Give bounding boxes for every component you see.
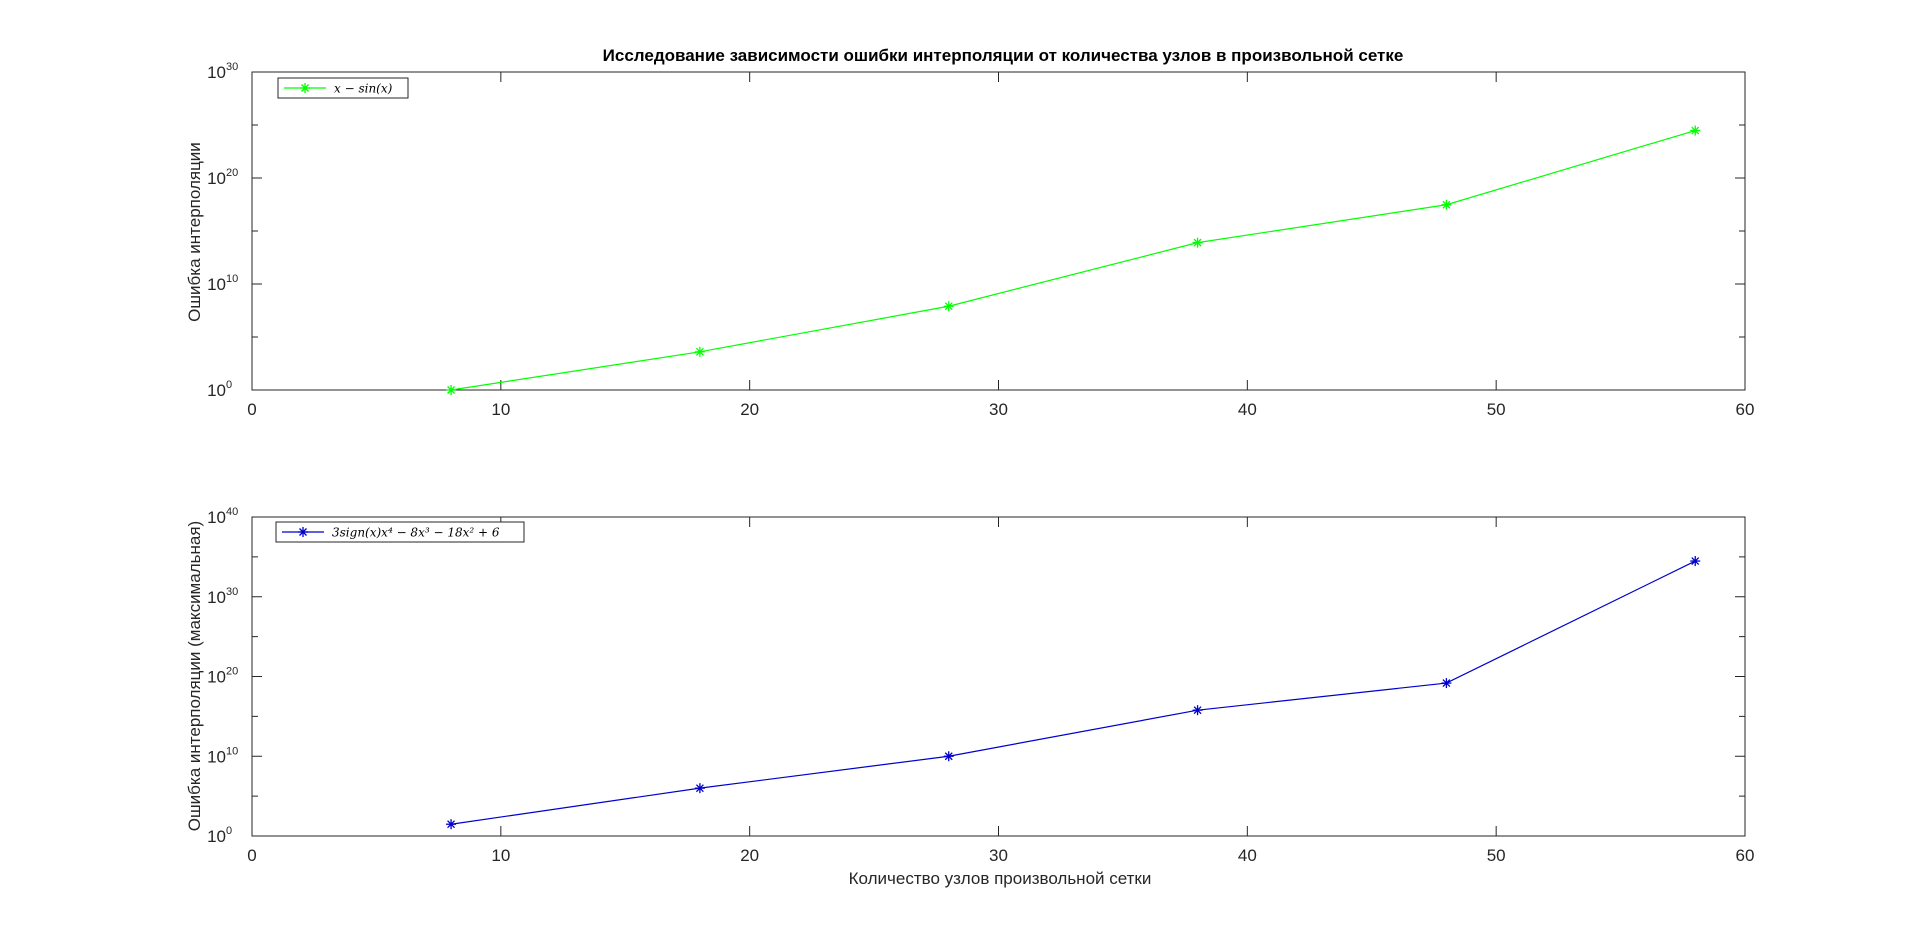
series-line: [450, 129, 1696, 391]
y-tick-base: 10: [207, 668, 226, 687]
legend-box: [275, 521, 525, 543]
y-tick-label: 10: [207, 668, 226, 687]
data-point: [1690, 556, 1701, 567]
legend: 3sign(x)x⁴ − 8x³ − 18x² + 6: [275, 521, 525, 543]
y-tick-label: 10: [207, 169, 226, 188]
data-point: [1441, 199, 1452, 210]
y-tick-exponent: 0: [226, 379, 232, 391]
x-tick-label: 0: [247, 846, 256, 865]
legend-box: [277, 77, 409, 99]
y-tick-label: 10: [207, 588, 226, 607]
y-tick-base: 10: [207, 747, 226, 766]
y-tick-base: 10: [207, 275, 226, 294]
x-tick-label: 30: [989, 400, 1008, 419]
legend-marker: [300, 83, 310, 93]
data-point: [1690, 125, 1701, 136]
x-tick-label: 40: [1238, 846, 1257, 865]
y-tick-base: 10: [207, 827, 226, 846]
x-tick-label: 20: [740, 400, 759, 419]
y-tick-label: 10: [207, 508, 226, 527]
y-tick-exponent: 30: [226, 61, 238, 73]
top-y-axis-label: Ошибка интерполяции: [185, 142, 204, 322]
x-tick-label: 0: [247, 400, 256, 419]
y-tick-exponent: 20: [226, 167, 238, 179]
y-tick-exponent: 0: [226, 825, 232, 837]
y-tick-label: 10: [207, 747, 226, 766]
y-tick-exponent: 10: [226, 745, 238, 757]
chart-title: Исследование зависимости ошибки интерпол…: [603, 46, 1404, 65]
data-point: [446, 385, 457, 395]
data-point: [943, 301, 954, 312]
x-tick-label: 10: [491, 400, 510, 419]
data-point: [694, 346, 705, 357]
bottom-x-axis-label: Количество узлов произвольной сетки: [849, 869, 1152, 888]
y-tick-exponent: 40: [226, 506, 238, 518]
bottom-y-axis-label: Ошибка интерполяции (максимальная): [185, 521, 204, 831]
data-point: [1192, 237, 1203, 248]
y-tick-label: 10: [207, 275, 226, 294]
x-tick-label: 10: [491, 846, 510, 865]
data-point: [446, 819, 457, 830]
x-tick-label: 20: [740, 846, 759, 865]
y-tick-exponent: 20: [226, 666, 238, 678]
series-line: [450, 560, 1696, 825]
y-tick-exponent: 30: [226, 586, 238, 598]
x-tick-label: 30: [989, 846, 1008, 865]
y-tick-base: 10: [207, 381, 226, 400]
y-tick-base: 10: [207, 588, 226, 607]
x-tick-label: 40: [1238, 400, 1257, 419]
x-tick-label: 50: [1487, 846, 1506, 865]
legend-marker: [298, 527, 308, 537]
y-tick-exponent: 10: [226, 273, 238, 285]
y-tick-base: 10: [207, 508, 226, 527]
data-point: [1441, 678, 1452, 689]
y-tick-label: 10: [207, 381, 226, 400]
x-tick-label: 50: [1487, 400, 1506, 419]
x-tick-label: 60: [1736, 400, 1755, 419]
y-tick-label: 10: [207, 827, 226, 846]
x-tick-label: 60: [1736, 846, 1755, 865]
legend-label: x − sin(x): [334, 82, 393, 96]
y-tick-base: 10: [207, 169, 226, 188]
y-tick-base: 10: [207, 63, 226, 82]
legend-label: 3sign(x)x⁴ − 8x³ − 18x² + 6: [332, 526, 500, 540]
data-point: [1192, 705, 1203, 716]
legend: x − sin(x): [277, 77, 409, 99]
y-tick-label: 10: [207, 63, 226, 82]
data-point: [694, 783, 705, 794]
data-point: [943, 751, 954, 762]
